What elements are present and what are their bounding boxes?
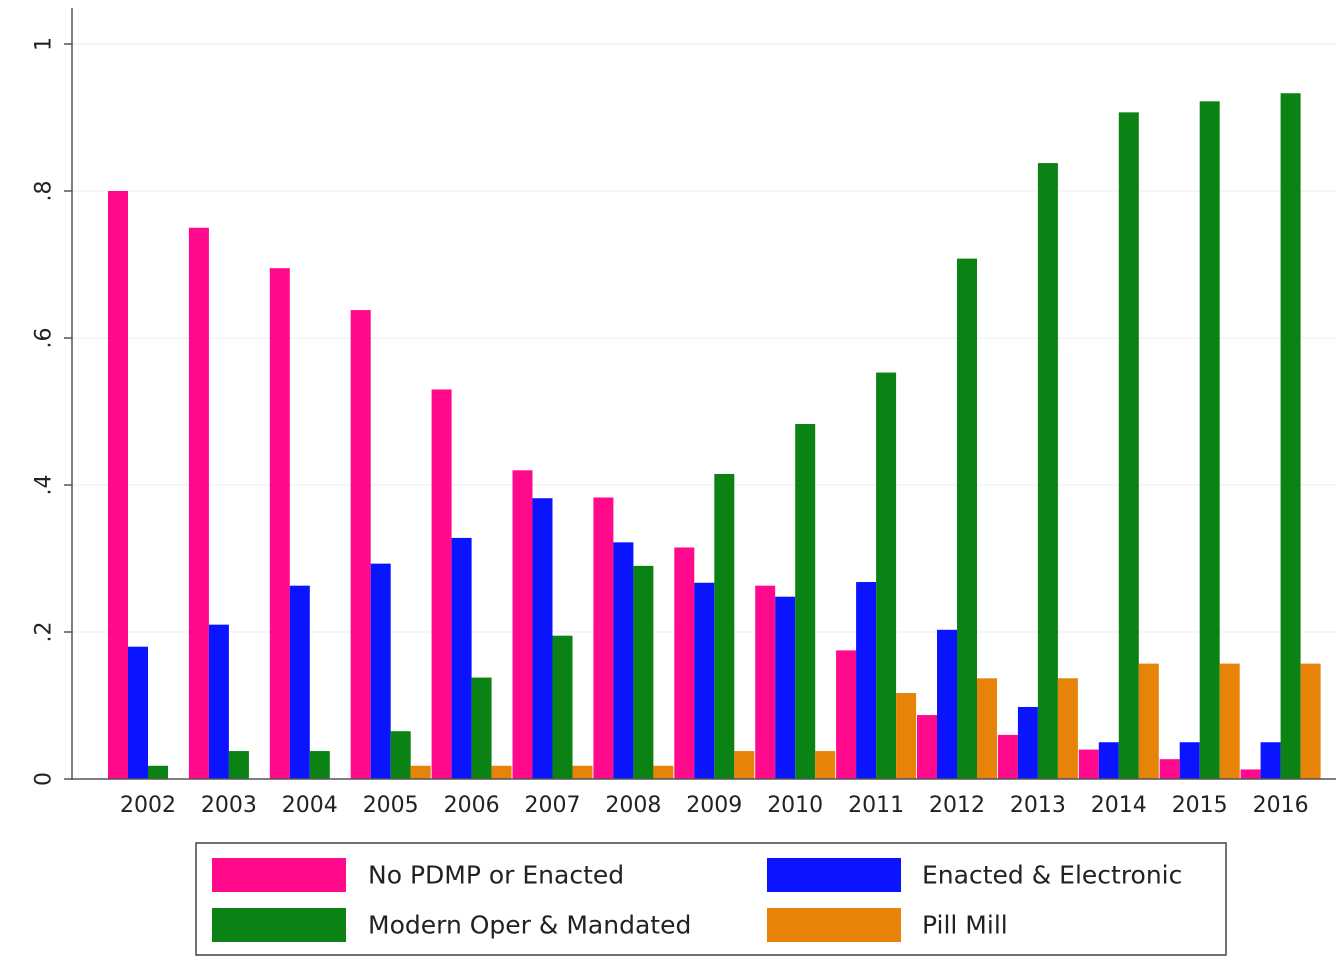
legend-swatch — [767, 858, 901, 892]
bar-2013-2 — [1037, 163, 1058, 779]
x-tick-label: 2007 — [525, 793, 581, 818]
y-tick-label: .2 — [32, 622, 57, 643]
legend-swatch — [212, 858, 346, 892]
bar-2014-3 — [1138, 663, 1159, 779]
bar-2005-3 — [410, 765, 431, 779]
x-tick-label: 2004 — [282, 793, 338, 818]
bar-2003-1 — [208, 624, 229, 779]
x-tick-labels: 2002 2003 2004 2005 2006 2007 2008 2009 2010 2011… — [120, 793, 1309, 818]
bar-2015-0 — [1159, 759, 1180, 779]
bar-2014-2 — [1118, 112, 1139, 780]
x-tick-label: 2002 — [120, 793, 176, 818]
bar-2011-2 — [876, 372, 897, 779]
bar-2008-2 — [633, 565, 654, 779]
bar-2009-3 — [734, 751, 755, 779]
x-tick-label: 2011 — [848, 793, 904, 818]
legend-box — [195, 842, 1227, 956]
bar-2002-2 — [148, 765, 168, 779]
bar-2007-0 — [512, 470, 533, 779]
bar-2014-0 — [1078, 749, 1099, 779]
bar-2009-2 — [714, 473, 735, 779]
bar-2002-0 — [108, 191, 128, 779]
legend-label: Enacted & Electronic — [922, 861, 1182, 890]
y-tick-label: .4 — [32, 475, 57, 496]
x-tick-label: 2010 — [767, 793, 823, 818]
bar-2006-2 — [471, 677, 492, 779]
bar-2012-1 — [937, 629, 957, 779]
x-tick-label: 2006 — [444, 793, 500, 818]
x-tick-label: 2008 — [605, 793, 661, 818]
bar-2004-2 — [309, 751, 330, 779]
x-tick-label: 2012 — [929, 793, 985, 818]
bars — [108, 93, 1321, 780]
y-ticks: 0 .2 .4 .6 .8 1 — [32, 37, 72, 786]
bar-2004-1 — [289, 585, 310, 779]
legend: No PDMP or Enacted Enacted & Electronic Mo… — [195, 842, 1227, 956]
y-tick-label: .8 — [32, 181, 57, 202]
bar-2005-1 — [370, 563, 391, 779]
bar-2010-3 — [815, 751, 836, 779]
bar-2010-2 — [795, 423, 816, 779]
bar-2012-2 — [957, 258, 977, 779]
bar-2016-3 — [1300, 663, 1321, 779]
x-tick-label: 2015 — [1172, 793, 1228, 818]
y-tick-label: 1 — [32, 37, 57, 51]
bar-2009-1 — [694, 582, 715, 779]
bar-2013-0 — [997, 734, 1018, 779]
legend-label: Modern Oper & Mandated — [368, 911, 691, 940]
x-tick-label: 2016 — [1253, 793, 1309, 818]
gridlines — [72, 43, 1336, 633]
bar-2010-0 — [755, 585, 776, 779]
x-tick-label: 2013 — [1010, 793, 1066, 818]
x-tick-label: 2003 — [201, 793, 257, 818]
legend-swatch — [212, 908, 346, 942]
bar-2005-0 — [350, 310, 371, 779]
bar-2013-3 — [1057, 678, 1078, 779]
bar-2007-2 — [552, 635, 573, 779]
x-tick-label: 2005 — [363, 793, 419, 818]
bar-2006-1 — [451, 537, 472, 779]
bar-2011-1 — [856, 582, 877, 779]
bar-2016-1 — [1260, 742, 1281, 779]
bar-2011-0 — [836, 650, 857, 779]
bar-2009-0 — [674, 547, 695, 779]
bar-2012-3 — [977, 678, 997, 779]
bar-2006-3 — [491, 765, 512, 779]
bar-2014-1 — [1098, 742, 1119, 779]
bar-2015-1 — [1179, 742, 1200, 779]
bar-2008-3 — [653, 765, 674, 779]
bar-2012-0 — [917, 715, 937, 779]
legend-label: No PDMP or Enacted — [368, 861, 624, 890]
bar-2013-1 — [1017, 706, 1038, 779]
bar-2003-2 — [228, 751, 249, 779]
bar-2016-2 — [1280, 93, 1301, 780]
bar-2007-3 — [572, 765, 593, 779]
bar-2011-3 — [896, 693, 917, 779]
x-tick-label: 2014 — [1091, 793, 1147, 818]
y-tick-label: 0 — [32, 772, 57, 786]
bar-2006-0 — [431, 389, 452, 779]
bar-2010-1 — [775, 596, 796, 779]
bar-2003-0 — [188, 227, 209, 779]
bar-2005-2 — [390, 731, 411, 779]
bar-2015-2 — [1199, 101, 1220, 779]
legend-swatch — [767, 908, 901, 942]
bar-2004-0 — [269, 268, 290, 779]
bar-2015-3 — [1219, 663, 1240, 779]
bar-2016-0 — [1240, 769, 1261, 779]
bar-2007-1 — [532, 498, 553, 779]
bar-2008-0 — [593, 497, 614, 779]
x-tick-label: 2009 — [686, 793, 742, 818]
bar-2008-1 — [613, 542, 634, 779]
y-tick-label: .6 — [32, 328, 57, 349]
bar-2002-1 — [128, 646, 148, 779]
legend-label: Pill Mill — [922, 911, 1008, 940]
